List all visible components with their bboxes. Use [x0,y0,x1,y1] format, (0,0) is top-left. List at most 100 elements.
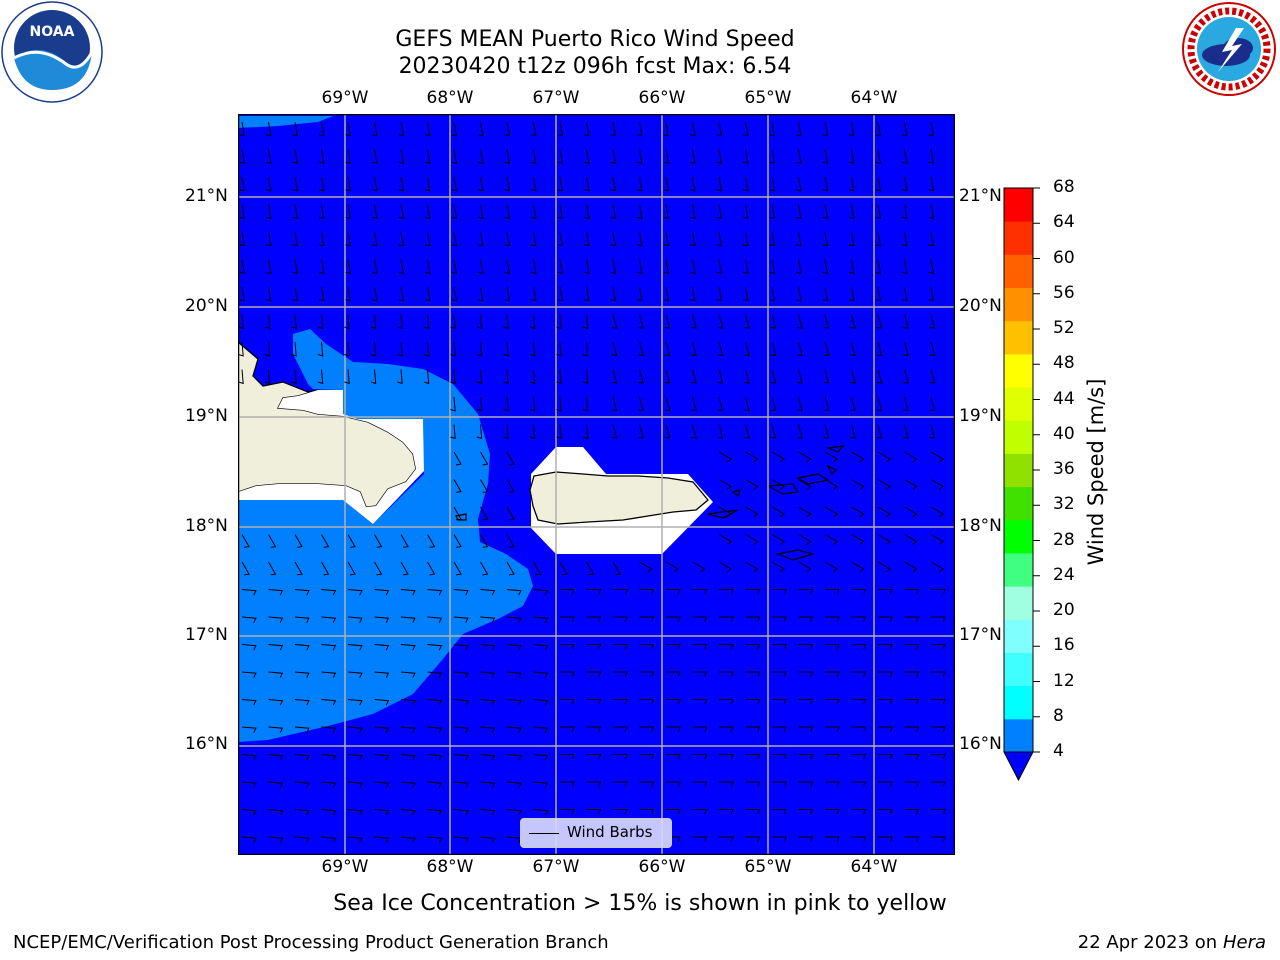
wind-barb [663,121,670,137]
wind-barb [374,534,383,548]
lat-label-left-20n: 20°N [185,296,228,316]
colorbar-tick-label: 28 [1053,529,1075,550]
wind-barb [503,396,509,412]
wind-barb [745,726,761,732]
wind-barb [241,836,257,843]
wind-barb [664,369,671,384]
wind-barb [506,644,522,651]
wind-barb [822,121,829,137]
wind-barb [291,369,297,385]
wind-barb [823,369,830,384]
wind-barb [904,506,918,518]
wind-barb [529,424,536,440]
wind-barb [533,726,549,733]
wind-barb [639,754,655,760]
wind-barb [477,286,484,302]
nws-logo [1178,0,1280,104]
wind-barb [453,534,462,548]
wind-barb [692,671,708,677]
wind-barb [848,286,855,302]
wind-barb [371,149,378,164]
wind-barb [347,534,356,548]
footer-credit: NCEP/EMC/Verification Post Processing Pr… [13,932,609,953]
wind-barb [292,176,299,192]
wind-barb [901,231,908,247]
wind-barb [772,616,787,622]
wind-barb [453,754,469,761]
colorbar [980,170,1080,789]
wind-barb [583,231,590,247]
wind-barb [901,176,908,192]
wind-barb [877,534,891,545]
wind-barb [397,341,403,357]
wind-barb [716,121,723,137]
wind-barb [453,561,462,576]
wind-barb [344,341,350,357]
wind-barb [928,259,935,274]
wind-barb [930,561,944,573]
wind-barb [904,534,918,545]
wind-barb [451,149,458,164]
wind-barb [321,671,337,678]
wind-contour-4-8-north [238,116,333,128]
wind-barb [745,479,759,490]
wind-barb [929,314,936,329]
wind-barb [398,204,405,219]
wind-barb [423,369,430,385]
wind-barb [586,616,602,622]
wind-barb [875,204,882,219]
wind-barb [850,341,856,357]
wind-barb [876,341,883,357]
wind-speed-map[interactable] [237,113,956,859]
lon-label-top-68w: 68°W [426,88,474,108]
wind-barb [851,616,867,622]
wind-barb [347,754,363,761]
wind-barb [851,644,867,650]
wind-barb [398,176,405,192]
wind-barb [506,781,522,788]
wind-barb [878,726,893,732]
wind-barb [398,286,405,302]
wind-barb [798,671,814,677]
wind-barb [241,809,257,816]
wind-barb [665,561,679,573]
colorbar-label: Wind Speed [m/s] [1084,378,1108,566]
wind-barb [744,396,750,412]
wind-barb [560,616,575,622]
wind-barb [241,781,257,788]
wind-barb [533,589,549,596]
wind-barb [664,341,671,357]
colorbar-band [1004,586,1033,620]
wind-barb [506,754,522,761]
wind-barb [719,616,734,622]
lat-label-right-17n: 17°N [959,625,1002,645]
wind-barb [239,176,246,192]
wind-barb [503,424,509,440]
wind-barb [533,699,549,706]
wind-barb [451,204,458,219]
wind-barb [691,341,697,357]
wind-barb [875,176,882,192]
wind-barb [798,534,812,545]
wind-barb [691,424,697,439]
footer-date-text: 22 Apr 2023 on [1077,932,1223,953]
wind-barb [347,726,363,733]
wind-barb [241,589,257,596]
wind-barb [769,231,776,247]
wind-barb [347,809,363,816]
wind-contour-4-8 [238,329,533,742]
colorbar-tick-label: 12 [1053,670,1075,691]
wind-barb [374,781,390,788]
wind-barb [294,781,310,788]
wind-barb [530,259,537,274]
wind-barb [586,781,602,787]
wind-barb [241,534,250,548]
lon-label-top-67w: 67°W [532,88,580,108]
wind-barb [875,149,882,164]
wind-barb [798,589,814,595]
wind-barb [530,149,537,164]
wind-barb [772,671,787,677]
wind-barb [878,644,893,650]
wind-barb [636,149,643,164]
wind-barb [822,286,829,302]
